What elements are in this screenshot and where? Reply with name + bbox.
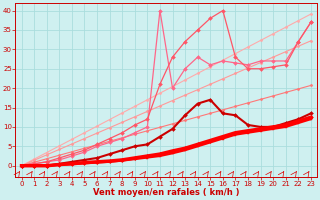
X-axis label: Vent moyen/en rafales ( km/h ): Vent moyen/en rafales ( km/h ) xyxy=(93,188,239,197)
